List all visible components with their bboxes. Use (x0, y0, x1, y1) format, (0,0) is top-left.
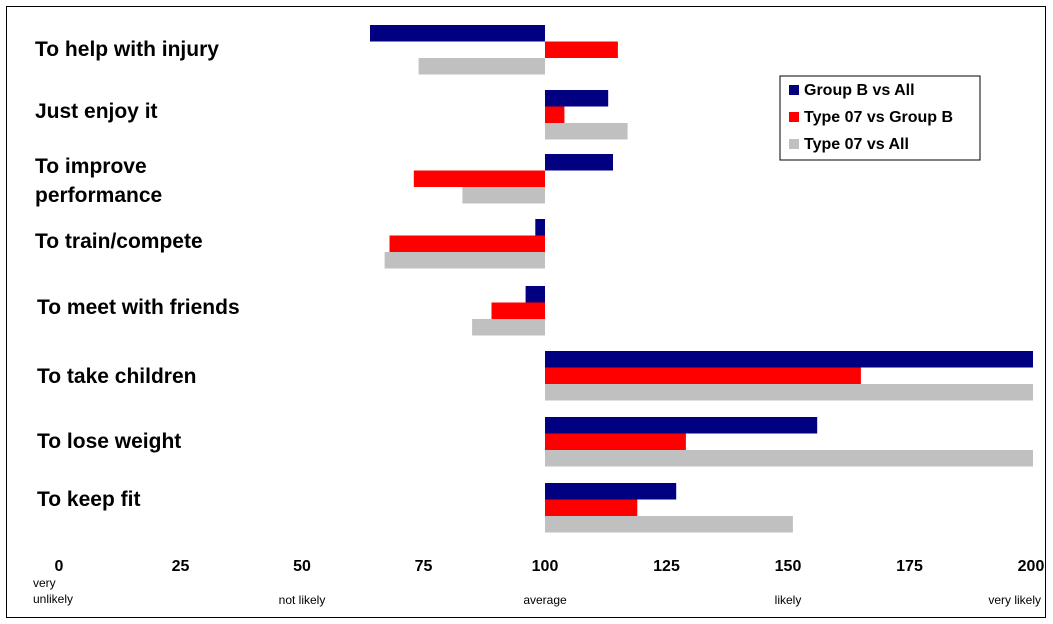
x-tick-75: 75 (415, 558, 433, 575)
bar-just-enjoy-it-type-07-vs-group-b (545, 106, 565, 123)
chart-frame: To help with injury Just enjoy it To impro… (6, 6, 1046, 618)
category-label-to-help-with-injury: To help with injury (35, 38, 219, 61)
x-tick-0: 0 (55, 558, 64, 575)
bar-to-help-with-injury-type-07-vs-group-b (545, 41, 618, 58)
legend-swatch-group-b-vs-all (789, 85, 799, 95)
bar-to-take-children-type-07-vs-group-b (545, 367, 861, 384)
scale-label-very-unlikely: very unlikely (33, 576, 73, 606)
category-label-to-take-children: To take children (37, 365, 196, 388)
scale-label-likely: likely (775, 593, 802, 607)
x-tick-150: 150 (775, 558, 802, 575)
legend-label-type-07-vs-all: Type 07 vs All (804, 136, 909, 153)
scale-label-very-likely: very likely (988, 593, 1041, 607)
bar-to-lose-weight-group-b-vs-all (545, 417, 818, 434)
legend-swatch-type-07-vs-all (789, 139, 799, 149)
category-label-to-meet-with-friends: To meet with friends (37, 296, 240, 319)
category-label-to-train-compete: To train/compete (35, 230, 203, 253)
legend-label-type-07-vs-group-b: Type 07 vs Group B (804, 109, 953, 126)
legend: Group B vs All Type 07 vs Group B Type 07 … (779, 75, 981, 161)
legend-box (779, 75, 981, 161)
category-label-to-keep-fit: To keep fit (37, 488, 140, 511)
x-tick-50: 50 (293, 558, 311, 575)
scale-labels: very unlikely not likely average likely very … (33, 576, 1041, 607)
scale-label-not-likely: not likely (279, 593, 326, 607)
bar-to-help-with-injury-type-07-vs-all (418, 58, 545, 75)
bar-to-keep-fit-type-07-vs-group-b (545, 499, 638, 516)
bar-to-train-compete-type-07-vs-all (384, 252, 545, 269)
x-tick-175: 175 (896, 558, 923, 575)
category-label-just-enjoy-it: Just enjoy it (35, 100, 158, 123)
bar-to-improve-performance-group-b-vs-all (545, 154, 613, 171)
category-labels: To help with injury Just enjoy it To impro… (35, 38, 240, 511)
x-tick-100: 100 (532, 558, 559, 575)
category-label-to-improve-performance: To improve performance (35, 155, 162, 207)
bar-chart: To help with injury Just enjoy it To impro… (33, 25, 1045, 607)
bar-to-keep-fit-group-b-vs-all (545, 483, 677, 500)
x-tick-labels: 0 25 50 75 100 125 150 175 200 (55, 558, 1045, 575)
bars (370, 25, 1033, 533)
bar-to-meet-with-friends-type-07-vs-all (472, 319, 545, 336)
bar-to-improve-performance-type-07-vs-all (462, 187, 545, 204)
bar-to-train-compete-type-07-vs-group-b (389, 235, 545, 252)
x-tick-200: 200 (1018, 558, 1045, 575)
bar-just-enjoy-it-type-07-vs-all (545, 123, 628, 140)
bar-to-keep-fit-type-07-vs-all (545, 516, 793, 533)
category-label-to-lose-weight: To lose weight (37, 430, 181, 453)
x-tick-125: 125 (653, 558, 680, 575)
bar-to-take-children-type-07-vs-all (545, 384, 1033, 401)
legend-swatch-type-07-vs-group-b (789, 112, 799, 122)
bar-to-take-children-group-b-vs-all (545, 351, 1033, 368)
bar-to-meet-with-friends-type-07-vs-group-b (491, 302, 545, 319)
bar-to-lose-weight-type-07-vs-all (545, 450, 1033, 467)
x-tick-25: 25 (172, 558, 190, 575)
scale-label-average: average (523, 593, 567, 607)
legend-label-group-b-vs-all: Group B vs All (804, 82, 915, 99)
bar-to-lose-weight-type-07-vs-group-b (545, 433, 686, 450)
bar-to-help-with-injury-group-b-vs-all (370, 25, 545, 42)
bar-just-enjoy-it-group-b-vs-all (545, 90, 609, 107)
bar-to-train-compete-group-b-vs-all (535, 219, 545, 236)
bar-to-improve-performance-type-07-vs-group-b (413, 170, 545, 187)
bar-to-meet-with-friends-group-b-vs-all (525, 286, 545, 303)
